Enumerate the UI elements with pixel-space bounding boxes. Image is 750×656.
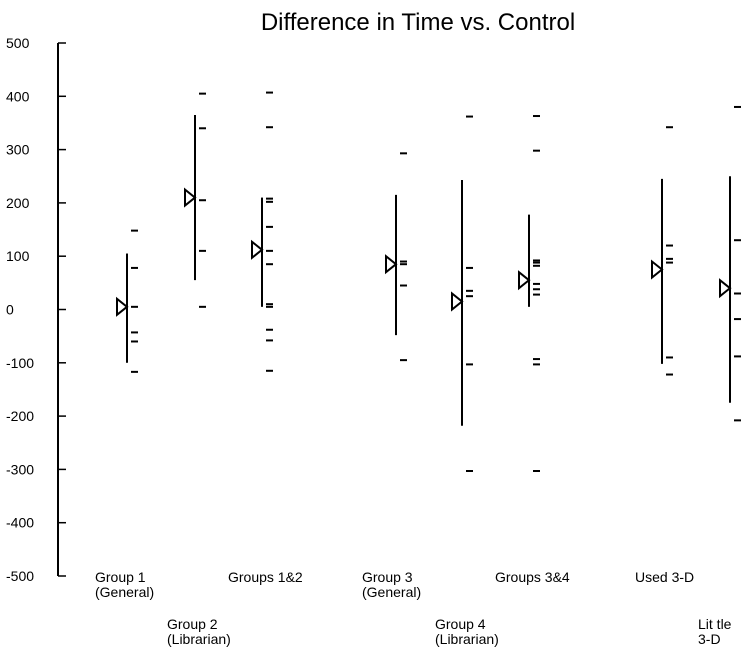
y-tick-label: 0: [6, 302, 14, 318]
group-label: Group 3: [362, 569, 413, 585]
y-tick-label: -200: [6, 408, 34, 424]
mean-marker: [116, 296, 129, 317]
group-label: Group 2: [167, 616, 218, 632]
y-tick-label: 300: [6, 142, 30, 158]
group-label: (Librarian): [167, 631, 231, 647]
group-6: Used 3-D: [635, 126, 694, 585]
mean-marker: [518, 270, 531, 291]
group-label: Used 3-D: [635, 569, 694, 585]
group-label: Lit tle: [698, 616, 732, 632]
group-label: (Librarian): [435, 631, 499, 647]
y-tick-label: 100: [6, 248, 30, 264]
y-tick-label: -500: [6, 568, 34, 584]
mean-marker: [451, 291, 464, 312]
y-tick-label: -400: [6, 515, 34, 531]
group-1: Group 2(Librarian): [167, 92, 231, 647]
mean-marker: [184, 187, 197, 208]
mean-marker: [719, 278, 732, 299]
plot-area: Group 1(General)Group 2(Librarian)Groups…: [95, 91, 741, 647]
group-label: (General): [95, 584, 154, 600]
mean-marker: [251, 239, 264, 260]
group-label: Groups 3&4: [495, 569, 570, 585]
y-tick-label: 200: [6, 195, 30, 211]
y-tick-label: 500: [6, 35, 30, 51]
group-3: Group 3(General): [362, 152, 421, 600]
mean-marker: [385, 254, 398, 275]
group-2: Groups 1&2: [228, 91, 303, 585]
group-0: Group 1(General): [95, 229, 154, 600]
y-tick-label: -100: [6, 355, 34, 371]
group-4: Group 4(Librarian): [435, 115, 499, 647]
mean-marker: [651, 259, 664, 280]
y-tick-label: -300: [6, 461, 34, 477]
y-axis: 500 400 300 200 100 0 -100 -200 -300 -400 -500: [6, 35, 66, 584]
group-5: Groups 3&4: [495, 115, 570, 585]
chart-title: Difference in Time vs. Control: [261, 9, 575, 36]
group-label: 3-D: [698, 631, 721, 647]
group-label: Groups 1&2: [228, 569, 303, 585]
y-tick-label: 400: [6, 88, 30, 104]
group-label: Group 1: [95, 569, 146, 585]
group-label: Group 4: [435, 616, 486, 632]
group-label: (General): [362, 584, 421, 600]
